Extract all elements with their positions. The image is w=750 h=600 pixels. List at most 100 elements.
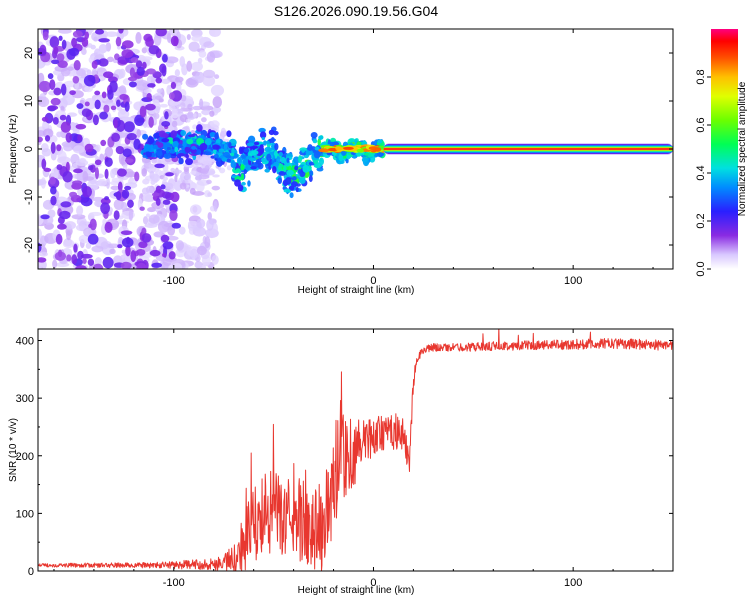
spectrogram-cell (113, 91, 119, 97)
snr-axes: -100 0 100 0 100 200 300 400 (16, 329, 673, 589)
spectrogram-cell (162, 176, 168, 181)
spectrogram-cell (95, 29, 105, 35)
spectrogram-cell (52, 116, 59, 125)
spectrogram-cell (204, 236, 211, 249)
spectrogram-xtick-label: 100 (564, 275, 582, 287)
spectrogram-cell (178, 226, 186, 235)
spectrogram-cell (247, 135, 256, 144)
spectrogram-cell (135, 60, 143, 69)
spectrogram-cell (206, 51, 216, 63)
spectrogram-cell (161, 53, 168, 63)
spectrogram-cell (121, 40, 134, 49)
spectrogram-cell (185, 158, 193, 166)
spectrogram-cell (189, 204, 202, 215)
spectrogram-cell (117, 168, 127, 177)
spectrogram-cell (149, 249, 161, 257)
spectrogram-cell (124, 101, 130, 112)
spectrogram-cell (39, 251, 48, 257)
spectrogram-cell (160, 184, 166, 190)
spectrogram-cell (161, 78, 171, 85)
spectrogram-cell (142, 154, 147, 158)
spectrogram-cell (266, 153, 272, 162)
spectrogram-cell (139, 206, 145, 211)
spectrogram-cell (242, 158, 249, 166)
spectrogram-cell (134, 114, 145, 126)
spectrogram-cell (130, 250, 137, 262)
spectrogram-cell (170, 191, 180, 203)
spectrogram-cell (184, 173, 191, 180)
spectrogram-cell (103, 104, 110, 113)
spectrogram-cell (209, 110, 215, 117)
spectrogram-cell (99, 153, 104, 163)
spectrogram-cell (115, 191, 122, 201)
spectrogram-cell (92, 263, 104, 269)
spectrogram-cell (157, 142, 164, 148)
spectrogram-cell (94, 99, 101, 110)
spectrogram-cell (151, 157, 157, 164)
spectrogram-cell (113, 119, 118, 129)
spectrogram-cell (346, 154, 351, 160)
spectrogram-cell (115, 36, 122, 47)
spectrogram-cell (295, 186, 299, 193)
spectrogram-cell (169, 105, 176, 111)
spectrogram-cell (75, 123, 87, 130)
spectrogram-cell (201, 117, 207, 123)
spectrogram-cell (157, 159, 162, 165)
spectrogram-cell (156, 88, 163, 94)
spectrogram-cell (124, 185, 132, 191)
spectrogram-cell (143, 122, 148, 129)
spectrogram-cell (145, 68, 156, 75)
spectrogram-cell (161, 121, 171, 127)
spectrogram-cell (110, 185, 120, 191)
spectrogram-cell (161, 138, 170, 143)
spectrogram-cell (312, 138, 318, 144)
spectrogram-cell (142, 61, 147, 69)
spectrogram-cell (55, 233, 63, 245)
spectrogram-cell (148, 164, 155, 169)
spectrogram-cell (378, 152, 385, 157)
spectrogram-cell (81, 108, 92, 117)
spectrogram-cell (147, 83, 156, 88)
spectrogram-cell (193, 112, 197, 118)
spectrogram-cell (127, 199, 134, 208)
spectrogram-cell (169, 209, 178, 222)
spectrogram-cell (128, 81, 137, 88)
snr-ytick-label: 100 (16, 508, 34, 520)
spectrogram-cell (356, 148, 364, 153)
spectrogram-cell (68, 47, 80, 57)
spectrogram-cell (120, 230, 133, 236)
spectrogram-cell (292, 176, 297, 181)
spectrogram-cell (57, 60, 68, 68)
spectrogram-cell (151, 192, 160, 197)
spectrogram-cell (171, 222, 181, 229)
spectrogram-cell (143, 89, 149, 94)
spectrogram-cell (218, 148, 225, 153)
spectrogram-cell (136, 248, 146, 256)
spectrogram-cell (142, 216, 149, 225)
spectrogram-cell (172, 263, 183, 269)
spectrogram-cell (190, 170, 197, 175)
spectrogram-cell (84, 101, 90, 107)
spectrogram-cell (226, 130, 232, 138)
spectrogram-cell (173, 36, 179, 47)
spectrogram-cell (318, 135, 324, 140)
spectrogram-cell (191, 145, 197, 150)
spectrogram-cell (245, 164, 251, 171)
spectrogram-cell (173, 169, 183, 174)
spectrogram-cell (118, 152, 125, 165)
spectrogram-cell (109, 248, 116, 255)
spectrogram-cell (205, 138, 212, 146)
spectrogram-cell (197, 112, 202, 118)
snr-xtick-label: -100 (163, 577, 185, 589)
spectrogram-cell (153, 231, 165, 238)
spectrogram-cell (188, 41, 200, 52)
spectrogram-cell (314, 146, 320, 151)
spectrogram-cell (133, 138, 141, 150)
spectrogram-cell (363, 152, 370, 156)
spectrogram-cell (147, 207, 156, 213)
spectrogram-cell (199, 142, 208, 151)
spectrogram-cell (263, 140, 267, 146)
spectrogram-cell (163, 153, 172, 159)
spectrogram-cell (148, 214, 160, 224)
